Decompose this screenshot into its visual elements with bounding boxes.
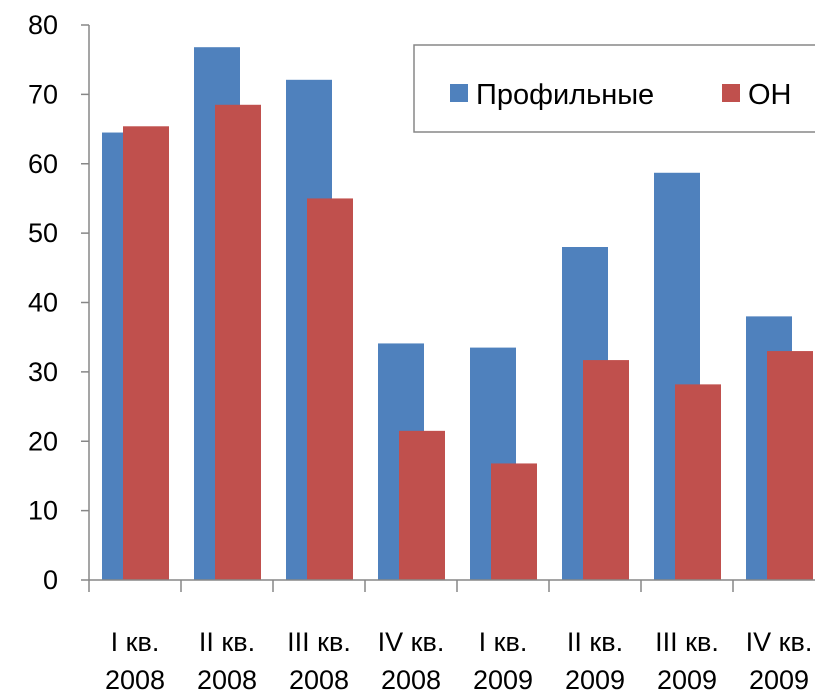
x-category-label-quarter: IV кв.	[378, 627, 445, 657]
legend: Профильные ОН	[413, 44, 815, 133]
x-category-label-year: 2008	[289, 665, 349, 695]
bar-on-1	[215, 104, 261, 580]
x-category-label-year: 2009	[473, 665, 533, 695]
bar-on-5	[583, 360, 629, 580]
y-tick-label: 30	[28, 357, 58, 387]
bar-on-3	[399, 430, 445, 580]
x-category-label-quarter: I кв.	[479, 627, 528, 657]
x-category-label-quarter: II кв.	[199, 627, 255, 657]
y-tick-label: 20	[28, 426, 58, 456]
x-category-label-quarter: IV кв.	[746, 627, 813, 657]
bar-on-4	[491, 463, 537, 580]
x-category-label-year: 2009	[657, 665, 717, 695]
x-category-label-year: 2009	[565, 665, 625, 695]
bar-on-0	[123, 126, 169, 580]
y-tick-label: 40	[28, 288, 58, 318]
bar-on-7	[767, 351, 813, 580]
y-axis-tick-labels: 0 10 20 30 40 50 60 70 80	[28, 10, 58, 595]
y-tick-label: 70	[28, 79, 58, 109]
y-tick-label: 50	[28, 218, 58, 248]
x-category-label-year: 2008	[105, 665, 165, 695]
legend-box	[413, 44, 815, 133]
x-category-label-year: 2008	[197, 665, 257, 695]
x-category-label-quarter: I кв.	[111, 627, 160, 657]
bars-layer	[102, 47, 813, 581]
x-category-label-quarter: III кв.	[287, 627, 351, 657]
legend-swatch-1	[722, 84, 740, 102]
x-category-label-year: 2009	[749, 665, 809, 695]
y-tick-label: 0	[43, 565, 58, 595]
y-tick-label: 80	[28, 10, 58, 40]
y-tick-label: 10	[28, 496, 58, 526]
x-category-label-year: 2008	[381, 665, 441, 695]
axes-layer	[81, 24, 815, 592]
legend-label-1: ОН	[748, 79, 792, 111]
x-axis-category-labels: I кв. 2008 II кв. 2008 III кв. 2008 IV кв. 2008…	[105, 627, 812, 695]
legend-swatch-0	[450, 84, 468, 102]
bar-on-2	[307, 198, 353, 580]
x-category-label-quarter: III кв.	[655, 627, 719, 657]
bar-on-6	[675, 384, 721, 580]
legend-label-0: Профильные	[476, 79, 654, 111]
y-tick-label: 60	[28, 149, 58, 179]
x-category-label-quarter: II кв.	[567, 627, 623, 657]
